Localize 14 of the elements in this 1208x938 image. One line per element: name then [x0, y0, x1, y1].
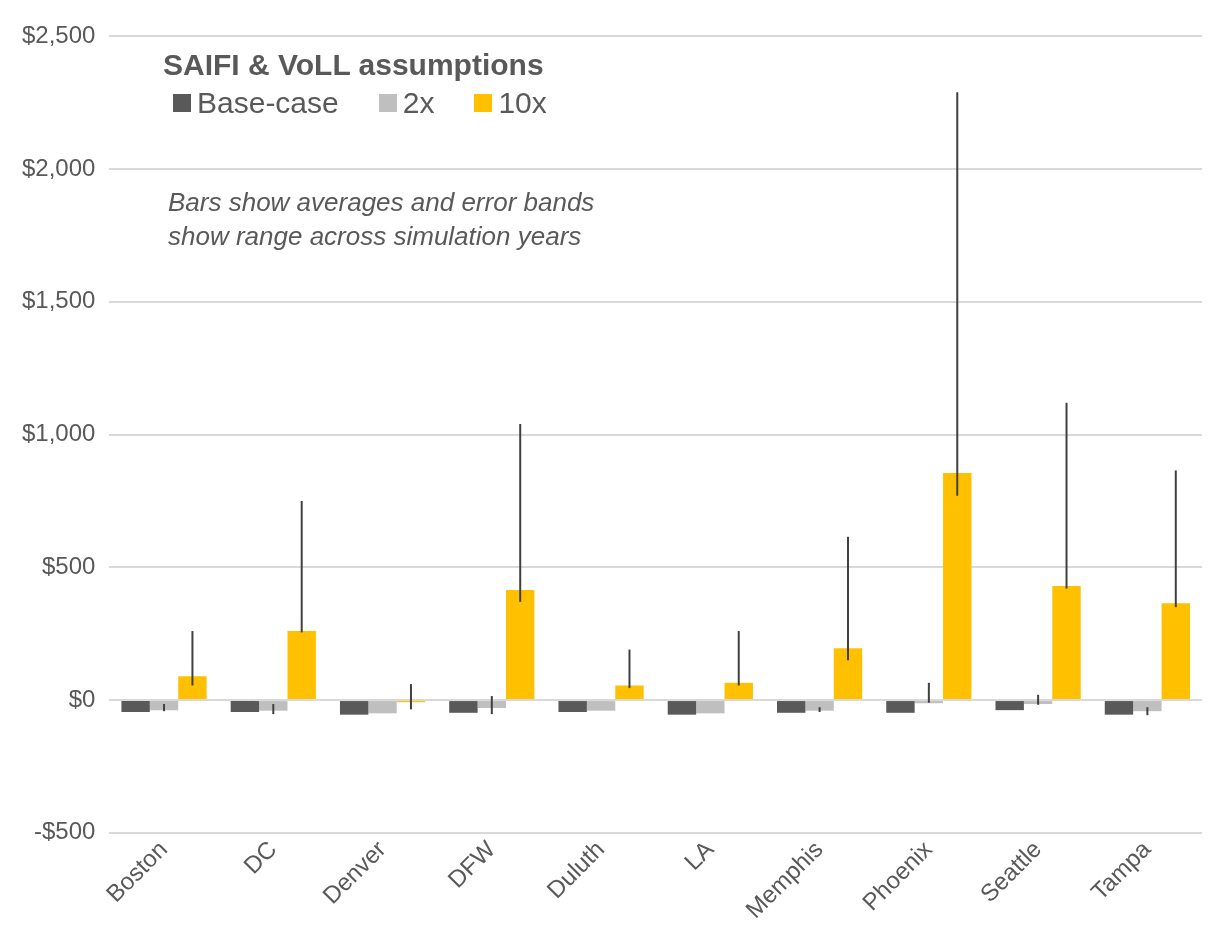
y-tick-label: $1,500 — [22, 286, 96, 314]
y-tick-label: $2,500 — [22, 21, 96, 49]
y-tick-label: $1,000 — [22, 419, 96, 447]
legend-label: Base-case — [196, 86, 339, 120]
y-tick-label: -$500 — [34, 817, 96, 845]
y-tick-label: $2,000 — [22, 153, 96, 181]
y-tick-label: $500 — [42, 551, 96, 579]
y-tick-label: $0 — [68, 684, 96, 712]
annotation: Bars show averages and error bands show range across simulation years — [168, 186, 595, 254]
legend-label: 10x — [497, 86, 547, 120]
x-tick-label: DC — [237, 835, 282, 879]
x-tick-label: LA — [678, 835, 719, 875]
legend-title: SAIFI & VoLL assumptions — [163, 48, 545, 82]
legend-label: 2x — [401, 86, 435, 120]
